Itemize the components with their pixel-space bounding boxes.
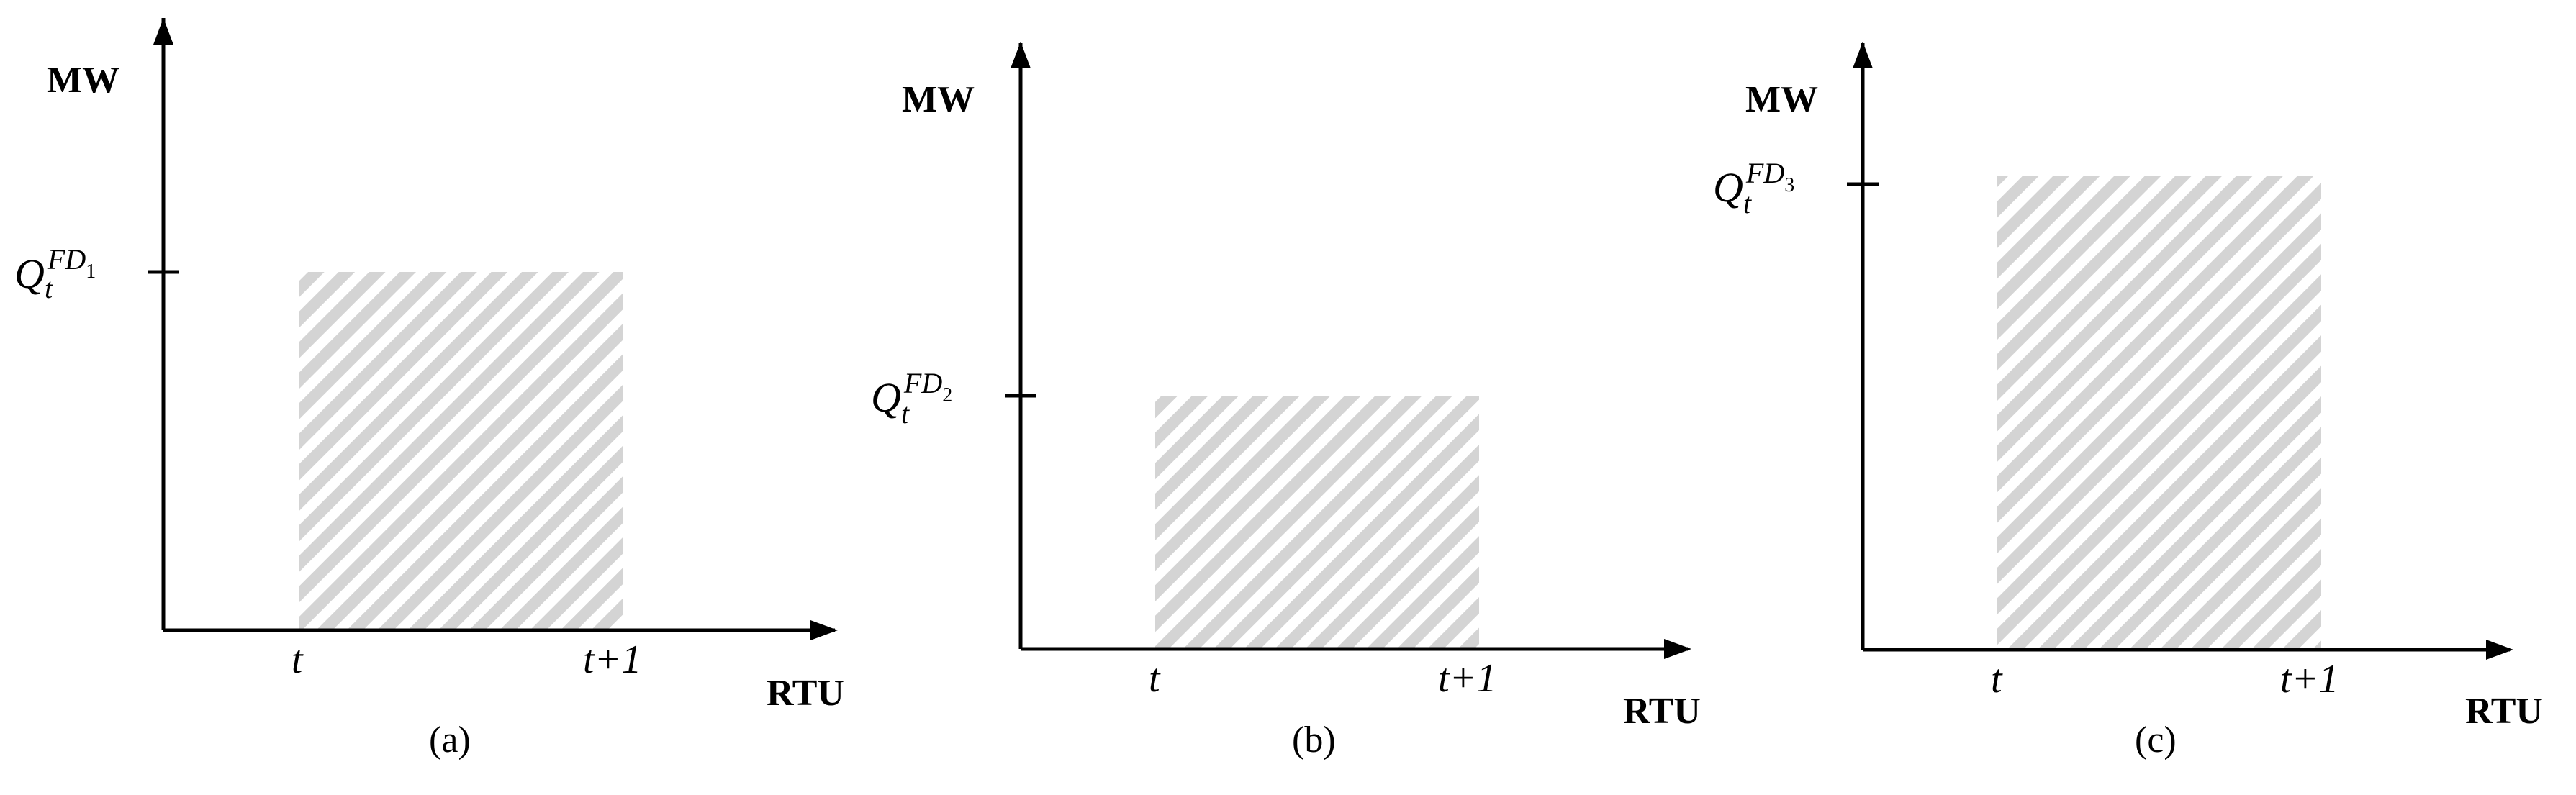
panel-a: MW Q FD1 t t t+1 RTU (a) xyxy=(14,18,844,760)
caption-a: (a) xyxy=(429,719,471,760)
y-axis-arrow-b xyxy=(1011,42,1031,68)
shaded-interval-b xyxy=(1155,396,1479,649)
y-axis-arrow-c xyxy=(1853,42,1873,68)
caption-c: (c) xyxy=(2135,719,2177,760)
x-axis-arrow-c xyxy=(2486,640,2513,660)
level-sub-b: t xyxy=(901,397,910,430)
x-axis-label-a: RTU xyxy=(767,673,844,714)
panel-c: MW Q FD3 t t t+1 RTU (c) xyxy=(1713,42,2543,760)
level-label-b: Q FD2 xyxy=(871,367,952,421)
level-sub-c: t xyxy=(1743,187,1752,219)
x-axis-label-c: RTU xyxy=(2465,691,2543,732)
y-axis-label-b: MW xyxy=(902,79,975,120)
level-sub-a: t xyxy=(45,272,53,304)
y-axis-label-c: MW xyxy=(1745,79,1818,120)
level-label-a: Q FD1 xyxy=(14,243,96,297)
panel-b: MW Q FD2 t t t+1 RTU (b) xyxy=(871,42,1701,760)
x-axis-arrow-b xyxy=(1664,639,1691,659)
level-label-c: Q FD3 xyxy=(1713,157,1794,211)
x-tick-end-a: t+1 xyxy=(583,637,641,682)
x-tick-end-b: t+1 xyxy=(1438,656,1496,701)
x-tick-start-b: t xyxy=(1149,656,1161,701)
y-axis-label-a: MW xyxy=(47,60,119,101)
shaded-interval-c xyxy=(1997,176,2321,650)
x-tick-start-c: t xyxy=(1991,657,2003,701)
caption-b: (b) xyxy=(1292,719,1336,760)
x-axis-arrow-a xyxy=(810,620,838,640)
x-axis-label-b: RTU xyxy=(1623,691,1701,732)
shaded-interval-a xyxy=(299,272,623,630)
x-tick-end-c: t+1 xyxy=(2280,657,2338,701)
x-tick-start-a: t xyxy=(292,637,304,682)
y-axis-arrow-a xyxy=(153,18,173,45)
